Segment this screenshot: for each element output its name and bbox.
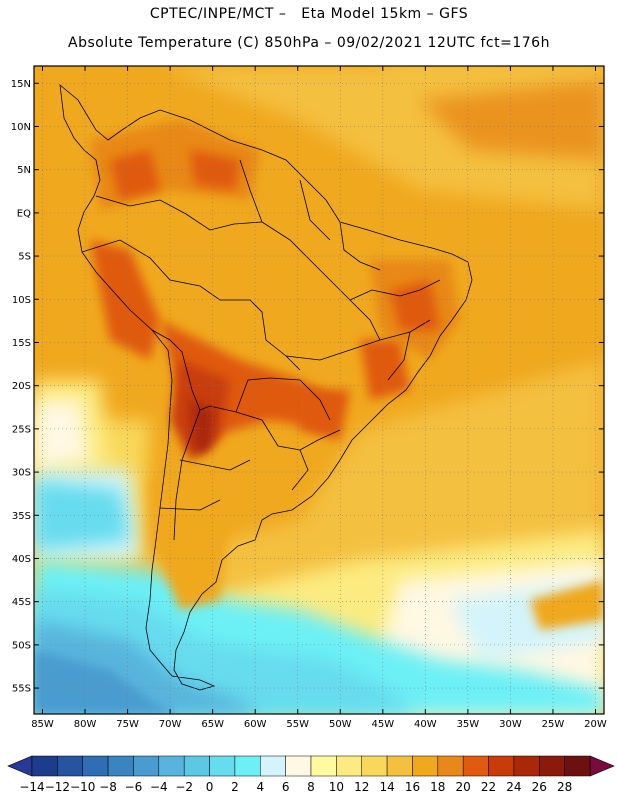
lat-label: 25S [12, 424, 31, 435]
colorbar-swatch [437, 755, 464, 777]
map-title-line1: CPTEC/INPE/MCT – Eta Model 15km – GFS [149, 6, 469, 22]
colorbar-low-arrow [7, 755, 33, 777]
colorbar-swatch [361, 755, 388, 777]
colorbar-swatch [260, 755, 286, 777]
longitude-labels: 85W 80W 75W 70W 65W 60W 55W 50W 45W 40W 35W 30W 25W 2… [31, 719, 607, 730]
colorbar-swatch [285, 755, 312, 777]
colorbar-swatch [209, 755, 236, 777]
colorbar-swatch [564, 755, 591, 777]
colorbar-tick-label: −14 [19, 780, 44, 794]
colorbar-swatch [234, 755, 261, 777]
colorbar-swatch [539, 755, 565, 777]
lat-label: 10S [12, 295, 31, 306]
colorbar-tick-label: 12 [354, 780, 369, 794]
colorbar-tick-label: 10 [329, 780, 344, 794]
colorbar-tick-label: 0 [206, 780, 214, 794]
colorbar-swatch [386, 755, 413, 777]
lat-label: 45S [12, 597, 31, 608]
axis-ticks [34, 66, 604, 714]
colorbar-swatch [82, 755, 109, 777]
colorbar-tick-label: 8 [307, 780, 315, 794]
lon-label: 45W [371, 719, 394, 730]
lon-label: 50W [329, 719, 352, 730]
lon-label: 30W [499, 719, 522, 730]
lon-label: 20W [584, 719, 607, 730]
lat-label: 5S [18, 252, 31, 263]
colorbar-tick-label: 22 [481, 780, 496, 794]
colorbar-swatch [31, 755, 58, 777]
colorbar-high-arrow [589, 755, 615, 777]
colorbar-swatch [336, 755, 362, 777]
map-title-line2: Absolute Temperature (C) 850hPa – 09/02/… [68, 35, 550, 51]
colorbar-tick-label: −4 [150, 780, 168, 794]
lat-lon-grid [34, 66, 604, 714]
colorbar-swatch [412, 755, 439, 777]
lat-label: 40S [12, 554, 31, 565]
lon-label: 85W [31, 719, 54, 730]
lon-label: 80W [74, 719, 97, 730]
lon-label: 55W [286, 719, 309, 730]
colorbar-swatch [107, 755, 134, 777]
colorbar-swatch [462, 755, 489, 777]
lon-label: 65W [201, 719, 224, 730]
lat-label: 20S [12, 381, 31, 392]
lon-label: 75W [116, 719, 139, 730]
lon-label: 70W [159, 719, 182, 730]
lat-label: 30S [12, 468, 31, 479]
colorbar-tick-label: 20 [456, 780, 471, 794]
lat-label: 5N [17, 165, 31, 176]
colorbar-swatch [513, 755, 540, 777]
temperature-colorbar [7, 755, 615, 777]
colorbar-tick-label: 6 [282, 780, 290, 794]
latitude-labels: 15N 10N 5N EQ 5S 10S 15S 20S 25S 30S 35S 40S 45S 50S 5… [11, 79, 31, 695]
colorbar-swatch [158, 755, 185, 777]
lat-label: 15S [12, 338, 31, 349]
colorbar-labels: −14 −12 −10 −8 −6 −4 −2 0 2 4 6 8 10 12 14 16 18 20 22 24 26… [19, 780, 572, 794]
colorbar-tick-label: −10 [70, 780, 95, 794]
colorbar-tick-label: 26 [532, 780, 547, 794]
colorbar-swatch [310, 755, 337, 777]
colorbar-swatch [183, 755, 210, 777]
lat-label: 50S [12, 640, 31, 651]
colorbar-swatch [133, 755, 160, 777]
colorbar-tick-label: 18 [430, 780, 445, 794]
colorbar-tick-label: 14 [379, 780, 394, 794]
temperature-field [34, 66, 604, 714]
lat-label: 35S [12, 511, 31, 522]
lat-label: EQ [17, 208, 31, 219]
lon-label: 40W [414, 719, 437, 730]
lat-label: 55S [12, 684, 31, 695]
lon-label: 35W [457, 719, 480, 730]
colorbar-tick-label: −8 [99, 780, 117, 794]
colorbar-swatch [57, 755, 83, 777]
colorbar-tick-label: −12 [45, 780, 70, 794]
colorbar-tick-label: 4 [256, 780, 264, 794]
colorbar-tick-label: 28 [557, 780, 572, 794]
lat-label: 10N [11, 122, 31, 133]
colorbar-tick-label: 2 [231, 780, 239, 794]
lon-label: 25W [542, 719, 565, 730]
map-frame [33, 65, 605, 715]
colorbar-swatch [488, 755, 515, 777]
country-borders [59, 84, 473, 691]
lon-label: 60W [244, 719, 267, 730]
lat-label: 15N [11, 79, 31, 90]
colorbar-tick-label: 16 [405, 780, 420, 794]
colorbar-tick-label: −2 [175, 780, 193, 794]
colorbar-tick-label: −6 [125, 780, 143, 794]
colorbar-tick-label: 24 [506, 780, 521, 794]
